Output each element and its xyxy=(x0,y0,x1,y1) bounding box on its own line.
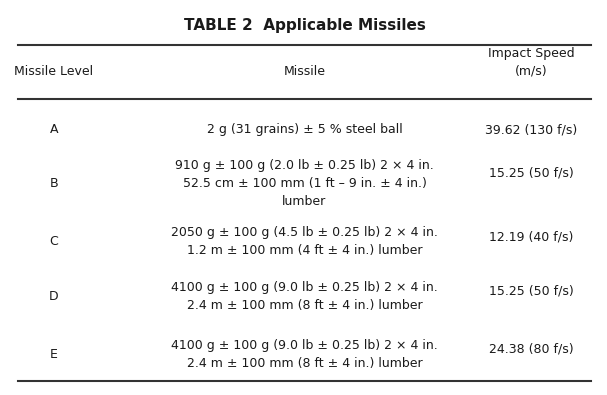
Text: 4100 g ± 100 g (9.0 lb ± 0.25 lb) 2 × 4 in.
2.4 m ± 100 mm (8 ft ± 4 in.) lumber: 4100 g ± 100 g (9.0 lb ± 0.25 lb) 2 × 4 … xyxy=(171,339,438,370)
Text: B: B xyxy=(50,177,58,190)
Text: 910 g ± 100 g (2.0 lb ± 0.25 lb) 2 × 4 in.
52.5 cm ± 100 mm (1 ft – 9 in. ± 4 in: 910 g ± 100 g (2.0 lb ± 0.25 lb) 2 × 4 i… xyxy=(175,160,434,209)
Text: A: A xyxy=(50,123,58,136)
Text: 2 g (31 grains) ± 5 % steel ball: 2 g (31 grains) ± 5 % steel ball xyxy=(206,123,402,136)
Text: 2050 g ± 100 g (4.5 lb ± 0.25 lb) 2 × 4 in.
1.2 m ± 100 mm (4 ft ± 4 in.) lumber: 2050 g ± 100 g (4.5 lb ± 0.25 lb) 2 × 4 … xyxy=(171,226,438,258)
Text: 24.38 (80 f/s): 24.38 (80 f/s) xyxy=(489,342,574,355)
Text: Missile: Missile xyxy=(283,65,325,78)
Text: Missile Level: Missile Level xyxy=(15,65,93,78)
Text: 39.62 (130 f/s): 39.62 (130 f/s) xyxy=(485,123,577,136)
Text: Impact Speed
(m/s): Impact Speed (m/s) xyxy=(488,47,575,77)
Text: 15.25 (50 f/s): 15.25 (50 f/s) xyxy=(489,167,574,180)
Text: TABLE 2  Applicable Missiles: TABLE 2 Applicable Missiles xyxy=(183,18,426,33)
Text: 12.19 (40 f/s): 12.19 (40 f/s) xyxy=(489,230,574,243)
Text: 4100 g ± 100 g (9.0 lb ± 0.25 lb) 2 × 4 in.
2.4 m ± 100 mm (8 ft ± 4 in.) lumber: 4100 g ± 100 g (9.0 lb ± 0.25 lb) 2 × 4 … xyxy=(171,280,438,312)
Text: 15.25 (50 f/s): 15.25 (50 f/s) xyxy=(489,284,574,297)
Text: C: C xyxy=(49,235,58,248)
Text: E: E xyxy=(50,348,58,361)
Text: D: D xyxy=(49,290,59,303)
